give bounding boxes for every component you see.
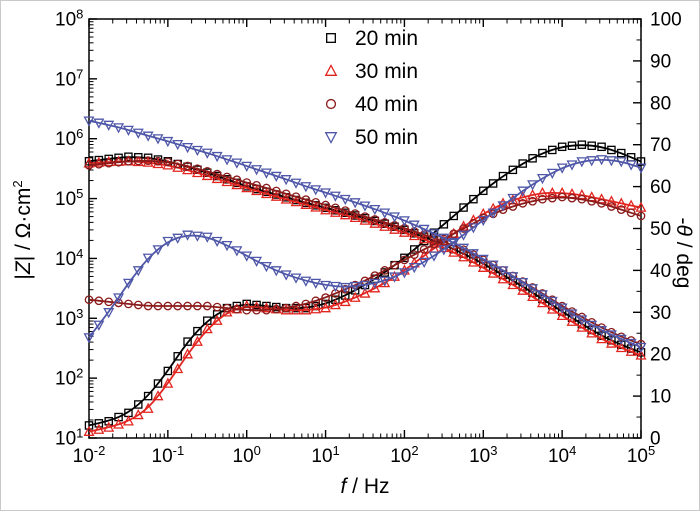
svg-text:20: 20 bbox=[650, 345, 671, 366]
series-50-min bbox=[83, 116, 647, 354]
legend-item-30-min: 30 min bbox=[324, 60, 418, 83]
y-right-tick-labels: 0 10 20 30 40 50 60 70 80 90 100 bbox=[650, 10, 682, 450]
svg-text:105: 105 bbox=[55, 186, 83, 210]
series-40-min-impedance-fit-line bbox=[88, 160, 642, 345]
legend-item-20-min: 20 min bbox=[326, 27, 418, 50]
svg-text:10: 10 bbox=[650, 387, 671, 408]
svg-text:80: 80 bbox=[650, 93, 671, 114]
series-30-min-impedance-fit-line bbox=[88, 160, 642, 357]
svg-text:40: 40 bbox=[650, 261, 671, 282]
right-axis-title: -θ / deg bbox=[671, 218, 695, 289]
svg-text:102: 102 bbox=[55, 366, 83, 390]
svg-text:60: 60 bbox=[650, 177, 671, 198]
series-50-min-phase-fit-line bbox=[88, 159, 642, 338]
y-right-axis bbox=[633, 18, 641, 439]
series-30-min-impedance-markers bbox=[83, 155, 647, 360]
svg-text:103: 103 bbox=[469, 443, 497, 467]
series-40-min-phase-fit-line bbox=[88, 196, 642, 312]
svg-text:101: 101 bbox=[311, 443, 339, 467]
x-axis-title-units: / Hz bbox=[346, 475, 390, 498]
svg-text:90: 90 bbox=[650, 51, 671, 72]
right-axis-title-units: / deg bbox=[672, 235, 695, 289]
svg-text:70: 70 bbox=[650, 135, 671, 156]
series-20-min-impedance-markers bbox=[84, 152, 646, 357]
legend: 20 min 30 min 40 min 50 min bbox=[324, 27, 418, 149]
x-axis bbox=[88, 19, 642, 438]
svg-text:10-2: 10-2 bbox=[73, 443, 106, 467]
series-20-min-impedance-fit-line bbox=[88, 156, 642, 354]
svg-text:106: 106 bbox=[55, 126, 83, 150]
svg-text:108: 108 bbox=[55, 7, 83, 31]
left-axis-title-units: | / Ω·cm bbox=[12, 187, 35, 262]
svg-text:104: 104 bbox=[55, 246, 83, 270]
legend-label-50-min: 50 min bbox=[355, 126, 418, 149]
svg-text:103: 103 bbox=[55, 306, 83, 330]
left-axis-title: |Z| / Ω·cm2 bbox=[10, 180, 36, 279]
right-axis-title-symbol: θ bbox=[672, 224, 695, 236]
x-axis-tick-labels: 10-2 10-1 100 101 102 103 104 105 bbox=[73, 443, 656, 467]
svg-text:50: 50 bbox=[650, 219, 671, 240]
series-50-min-phase-markers bbox=[83, 155, 647, 344]
svg-text:104: 104 bbox=[548, 443, 576, 467]
svg-text:100: 100 bbox=[233, 443, 261, 467]
x-axis-title: f / Hz bbox=[340, 475, 389, 499]
legend-item-50-min: 50 min bbox=[324, 126, 418, 149]
legend-label-30-min: 30 min bbox=[355, 60, 418, 83]
left-axis-title-exponent: 2 bbox=[10, 180, 25, 188]
svg-text:30: 30 bbox=[650, 303, 671, 324]
left-axis-title-pre: | bbox=[12, 274, 35, 280]
svg-text:102: 102 bbox=[390, 443, 418, 467]
svg-text:0: 0 bbox=[650, 429, 661, 450]
legend-item-40-min: 40 min bbox=[325, 93, 418, 116]
svg-text:100: 100 bbox=[650, 10, 682, 31]
series-40-min-phase-markers bbox=[84, 192, 646, 315]
right-axis-title-pre: - bbox=[672, 217, 695, 225]
series-50-min-impedance-markers bbox=[83, 116, 647, 354]
y-left-axis bbox=[89, 18, 97, 439]
x-axis-title-symbol: f bbox=[340, 475, 347, 498]
legend-label-20-min: 20 min bbox=[355, 27, 418, 50]
legend-label-40-min: 40 min bbox=[355, 93, 418, 116]
svg-text:10-1: 10-1 bbox=[152, 443, 185, 467]
svg-text:107: 107 bbox=[55, 66, 83, 90]
left-axis-title-symbol: Z bbox=[12, 261, 35, 275]
